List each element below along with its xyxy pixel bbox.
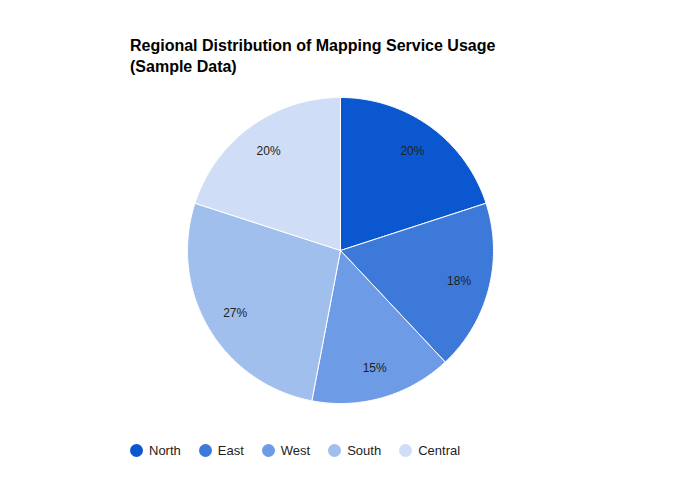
html-text:East: East <box>217 443 244 458</box>
svg-text:27%: 27% <box>223 306 247 320</box>
svg-text:20%: 20% <box>257 144 281 158</box>
html-text:Central: Central <box>418 443 461 458</box>
html-text:(Sample Data): (Sample Data) <box>130 58 237 75</box>
html-text:North: North <box>149 443 181 458</box>
svg-text:20%: 20% <box>400 144 424 158</box>
html-text:West: West <box>280 443 311 458</box>
html-text:Regional Distribution of Mappi: Regional Distribution of Mapping Service… <box>130 37 496 54</box>
html-text:South: South <box>347 443 382 458</box>
svg-text:18%: 18% <box>447 274 471 288</box>
svg-text:15%: 15% <box>363 361 387 375</box>
